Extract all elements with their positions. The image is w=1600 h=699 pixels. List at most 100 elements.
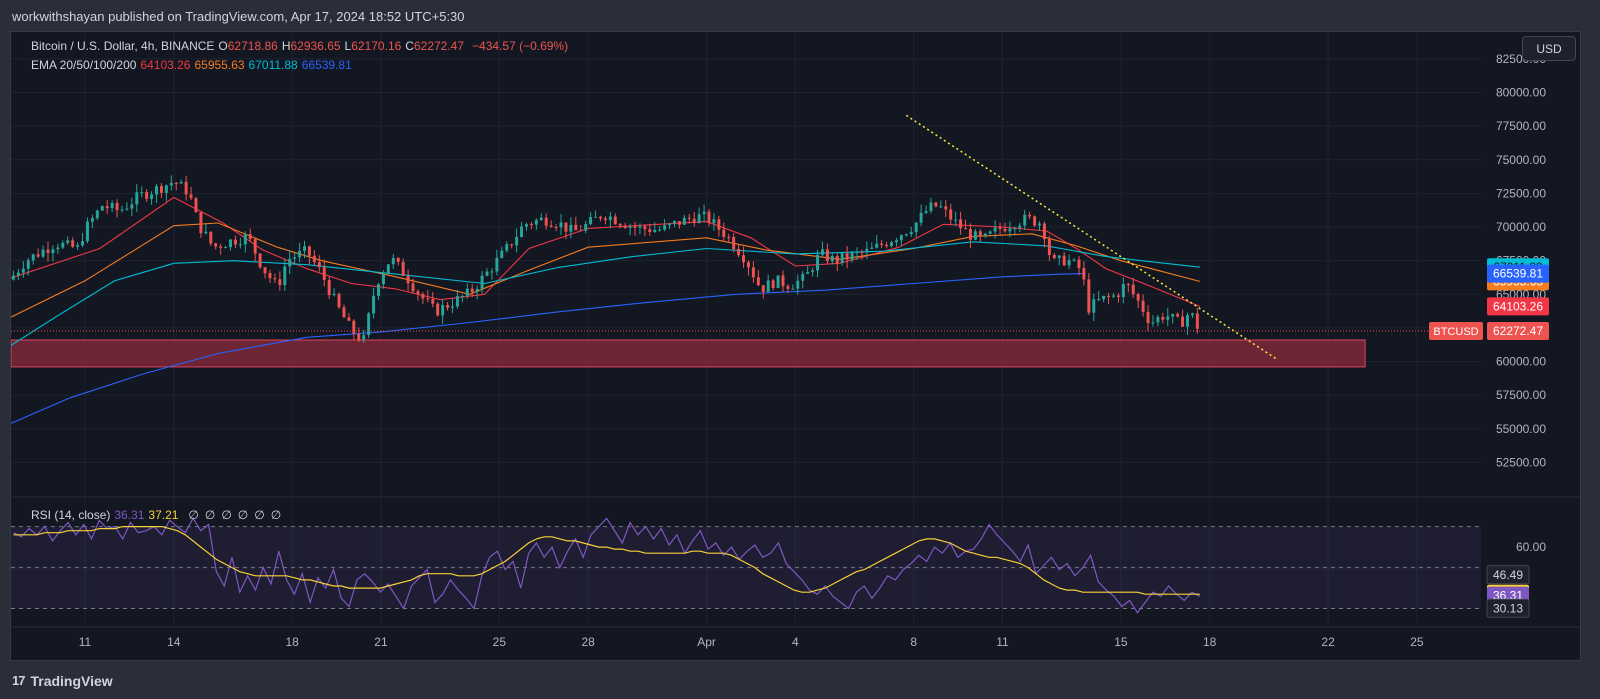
chart-container[interactable]: 82500.00 80000.00 77500.00 75000.00 72500.00… <box>10 31 1581 661</box>
currency-button[interactable]: USD <box>1522 36 1576 61</box>
ema-line-3 <box>11 241 1200 346</box>
candle-body <box>756 277 760 286</box>
candle-body <box>421 294 425 299</box>
candle-body <box>968 229 972 240</box>
candle-body <box>357 333 361 340</box>
candle-body <box>1018 225 1022 229</box>
candle-body <box>1126 284 1130 286</box>
candle-body <box>426 298 430 300</box>
footer-brand: TradingView <box>30 672 113 689</box>
candle-body <box>411 283 415 292</box>
candle-body <box>732 237 736 250</box>
candle-body <box>159 186 163 193</box>
candle-body <box>451 306 454 308</box>
rsi-extra-value: ∅ <box>237 508 249 522</box>
candle-body <box>189 194 193 199</box>
ema100-value: 67011.88 <box>248 58 298 72</box>
candle-body <box>460 295 464 297</box>
candle-body <box>510 244 514 246</box>
ohlc-value: 62170.16 <box>351 39 402 53</box>
candle-body <box>830 255 834 262</box>
rsi-extra-value: ∅ <box>254 508 265 522</box>
candle-body <box>115 203 119 211</box>
candle-body <box>110 203 114 209</box>
candle-body <box>825 249 829 262</box>
candle-body <box>61 242 65 248</box>
candle-body <box>988 231 992 234</box>
candle-body <box>722 229 726 237</box>
candle-body <box>199 212 203 234</box>
candle-body <box>322 267 326 280</box>
time-tick-label: 25 <box>1410 635 1424 649</box>
rsi-badge <box>1486 598 1530 618</box>
candle-body <box>875 243 879 248</box>
price-tick-label: 52500.00 <box>1496 455 1546 469</box>
ema-line-1 <box>11 196 1201 307</box>
time-tick-label: 11 <box>79 635 92 649</box>
support-zone <box>11 339 1366 368</box>
candle-body <box>372 295 376 314</box>
candle-body <box>446 305 450 308</box>
candle-body <box>485 271 489 276</box>
candle-body <box>983 233 987 236</box>
publish-info: workwithshayan published on TradingView.… <box>12 8 465 24</box>
candle-body <box>1082 268 1086 280</box>
candle-body <box>776 275 780 289</box>
rsi-legend: RSI (14, close) 36.31 37.21 ∅ ∅ ∅ ∅ ∅ ∅ <box>31 508 281 522</box>
ohlc-values: O62718.86 H62936.65 L62170.16 C62272.47 <box>218 39 468 53</box>
candle-body <box>781 275 785 287</box>
candle-body <box>1052 254 1056 259</box>
candle-body <box>416 291 420 295</box>
candle-body <box>194 198 198 213</box>
symbol-title: Bitcoin / U.S. Dollar, 4h, BINANCE <box>31 39 215 53</box>
candle-body <box>283 266 287 286</box>
candle-body <box>41 249 45 257</box>
candle-body <box>367 313 371 336</box>
candle-body <box>1112 295 1115 297</box>
candle-body <box>687 217 691 219</box>
candle-body <box>76 245 80 247</box>
candle-body <box>184 181 188 195</box>
candle-body <box>243 234 247 245</box>
candle-body <box>145 192 149 199</box>
candle-body <box>1062 255 1066 266</box>
candle-body <box>677 221 681 225</box>
candle-body <box>954 219 958 221</box>
candle-body <box>978 231 982 236</box>
candle-body <box>465 288 469 296</box>
candle-body <box>1047 239 1051 255</box>
candle-body <box>11 275 15 280</box>
candle-body <box>702 211 706 215</box>
candle-body <box>559 222 563 228</box>
candle-body <box>569 224 573 232</box>
candle-body <box>431 299 435 304</box>
candle-body <box>806 272 810 274</box>
candle-body <box>352 320 356 334</box>
candle-body <box>742 255 746 263</box>
candle-body <box>574 224 578 231</box>
candle-body <box>347 317 351 321</box>
time-tick-label: 8 <box>910 635 917 649</box>
candle-body <box>470 288 474 293</box>
last-price-value: 62272.47 <box>1493 324 1543 338</box>
candle-body <box>362 335 366 340</box>
candle-body <box>307 246 311 256</box>
candle-body <box>949 209 953 220</box>
candle-body <box>899 235 903 241</box>
candle-body <box>746 262 750 268</box>
candle-body <box>1131 284 1135 295</box>
rsi-badge-value: 30.13 <box>1493 601 1523 615</box>
candle-body <box>332 293 336 295</box>
candle-body <box>959 219 963 229</box>
candle-body <box>505 244 509 251</box>
ohlc-key: H <box>281 39 291 53</box>
price-tick-label: 77500.00 <box>1496 119 1546 133</box>
price-chart-svg[interactable]: 82500.0080000.0077500.0075000.0072500.00… <box>11 32 1581 661</box>
candle-body <box>401 261 405 276</box>
time-tick-label: 18 <box>1203 635 1217 649</box>
candle-body <box>1003 228 1007 232</box>
candle-body <box>396 257 400 262</box>
ema-label: EMA 20/50/100/200 <box>31 58 137 72</box>
candle-body <box>71 240 75 247</box>
candle-body <box>1176 313 1180 317</box>
